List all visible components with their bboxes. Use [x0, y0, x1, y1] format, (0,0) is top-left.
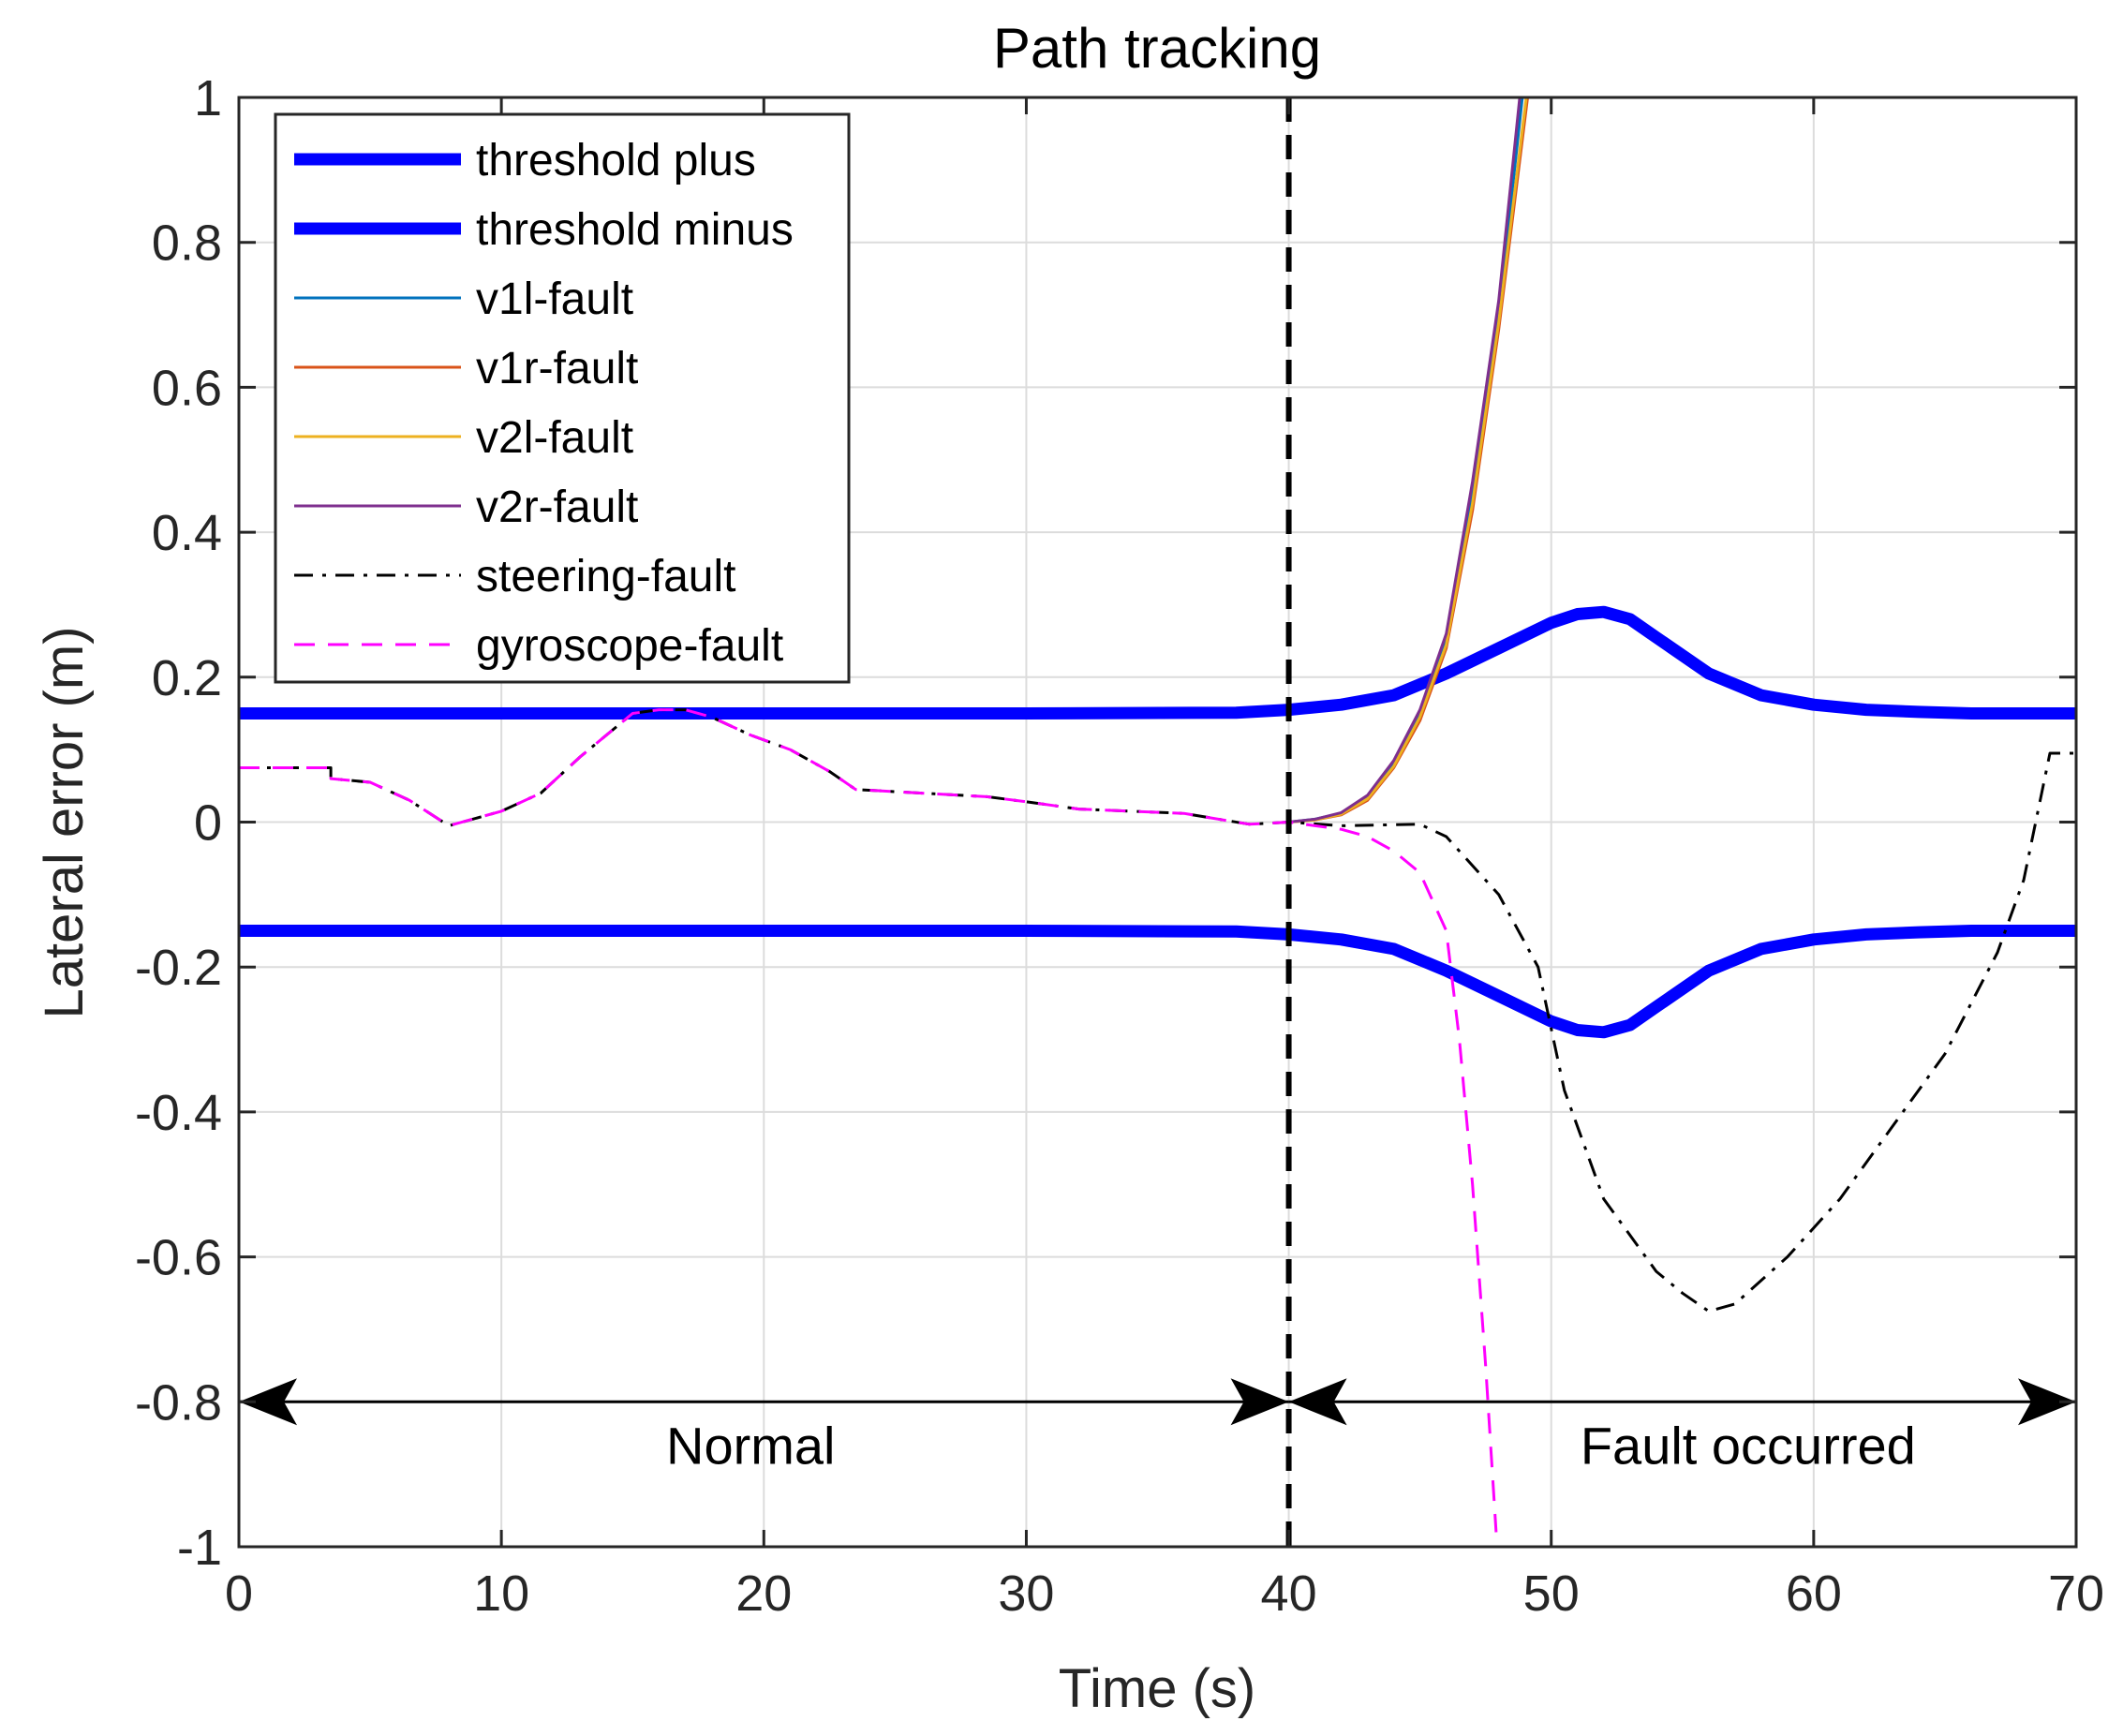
region-label: Normal [666, 1417, 835, 1476]
y-tick-label: 0.6 [152, 360, 222, 416]
legend-label: v2l-fault [476, 413, 633, 463]
x-tick-label: 0 [225, 1565, 253, 1622]
y-tick-label: 0.8 [152, 215, 222, 272]
legend-label: gyroscope-fault [476, 621, 783, 671]
series-line-v2r-fault [1287, 97, 1522, 823]
y-tick-label: 0 [194, 795, 222, 852]
series-line-threshold-minus [239, 925, 2076, 1039]
legend-label: threshold minus [476, 205, 794, 255]
arrow-head-right [2018, 1378, 2076, 1426]
grid [239, 97, 2076, 1547]
series-group [239, 97, 2076, 1533]
y-tick-label: 1 [194, 70, 222, 126]
x-tick-label: 10 [473, 1565, 529, 1622]
y-tick-label: -1 [177, 1520, 222, 1576]
chart-title: Path tracking [993, 17, 1321, 80]
arrow-head-left [1288, 1378, 1347, 1426]
y-tick-label: 0.4 [152, 505, 222, 561]
x-tick-label: 30 [998, 1565, 1054, 1622]
series-line-gyroscope-fault [239, 708, 1498, 1533]
x-tick-label: 50 [1523, 1565, 1580, 1622]
series-line-threshold-plus [239, 605, 2076, 720]
arrow-head-right [1230, 1378, 1289, 1426]
y-tick-label: -0.2 [135, 940, 222, 996]
y-tick-label: -0.8 [135, 1374, 222, 1431]
legend-label: threshold plus [476, 136, 756, 185]
y-axis-title: Lateral error (m) [34, 627, 95, 1019]
ticks [237, 96, 2078, 1549]
legend-label: v1l-fault [476, 274, 633, 324]
x-tick-label: 60 [1786, 1565, 1842, 1622]
legend-label: v2r-fault [476, 482, 638, 532]
arrow-head-left [239, 1378, 297, 1426]
y-tick-label: 0.2 [152, 650, 222, 706]
x-tick-label: 40 [1261, 1565, 1317, 1622]
y-tick-label: -0.6 [135, 1230, 222, 1286]
legend: threshold plus threshold minus v1l-fault v1… [274, 112, 851, 684]
annotations: Normal Fault occurred [239, 97, 2076, 1547]
legend-box [274, 112, 851, 684]
x-axis-title: Time (s) [1059, 1658, 1255, 1719]
tick-labels: 0 10 20 30 40 50 60 70 -1 -0.8 -0.6 -0.4 -0.2 0 0.2 0.4… [135, 70, 2104, 1622]
y-tick-label: -0.4 [135, 1085, 222, 1141]
x-tick-label: 20 [735, 1565, 792, 1622]
legend-label: v1r-fault [476, 344, 638, 393]
x-tick-label: 70 [2048, 1565, 2104, 1622]
region-label: Fault occurred [1581, 1417, 1916, 1476]
legend-label: steering-fault [476, 552, 735, 601]
